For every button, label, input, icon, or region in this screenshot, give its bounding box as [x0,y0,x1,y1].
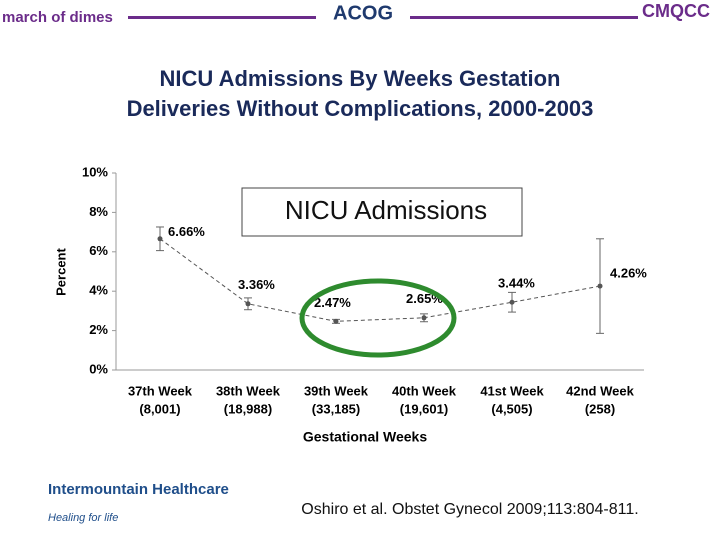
value-label: 3.36% [238,277,275,292]
series-line [159,238,601,322]
x-tick-label: 37th Week [128,383,193,398]
annotation-box [241,187,523,237]
x-tick-count: (18,988) [224,401,272,416]
value-label: 6.66% [168,224,205,239]
logo-text: march of dimes [2,9,113,26]
marker [157,236,163,242]
x-tick-count: (33,185) [312,401,360,416]
x-tick-count: (258) [585,401,615,416]
y-tick-label: 0% [89,361,108,376]
annotation: NICU Admissions [285,195,487,225]
x-axis-label: Gestational Weeks [303,429,427,445]
marker [333,318,339,324]
x-tick-label: 42nd Week [566,383,634,398]
y-tick-label: 8% [89,204,108,219]
footer-logo: Intermountain Healthcare [48,481,229,498]
header-bar [410,16,638,19]
citation: Oshiro et al. Obstet Gynecol 2009;113:80… [301,501,638,518]
x-tick-count: (8,001) [139,401,180,416]
x-tick-count: (4,505) [491,401,532,416]
x-tick-label: 38th Week [216,383,281,398]
marker [245,301,251,307]
marker [421,315,427,321]
y-tick-label: 6% [89,243,108,258]
value-label: 2.47% [314,295,351,310]
logo-text: CMQCC [642,1,710,21]
highlight [299,278,457,358]
y-axis-label: Percent [53,247,68,295]
marker [509,299,515,305]
x-tick-count: (19,601) [400,401,448,416]
value-label: 4.26% [610,266,647,281]
title: Deliveries Without Complications, 2000-2… [127,96,594,121]
x-tick-label: 41st Week [480,383,544,398]
x-tick-label: 39th Week [304,383,369,398]
y-tick-label: 10% [82,164,108,179]
value-label: 3.44% [498,276,535,291]
x-tick-label: 40th Week [392,383,457,398]
marker [597,283,603,289]
footer-tagline: Healing for life [48,512,118,524]
logo-text: ACOG [333,2,393,24]
header-bar [128,16,316,19]
title: NICU Admissions By Weeks Gestation [160,66,561,91]
y-tick-label: 2% [89,322,108,337]
y-tick-label: 4% [89,283,108,298]
